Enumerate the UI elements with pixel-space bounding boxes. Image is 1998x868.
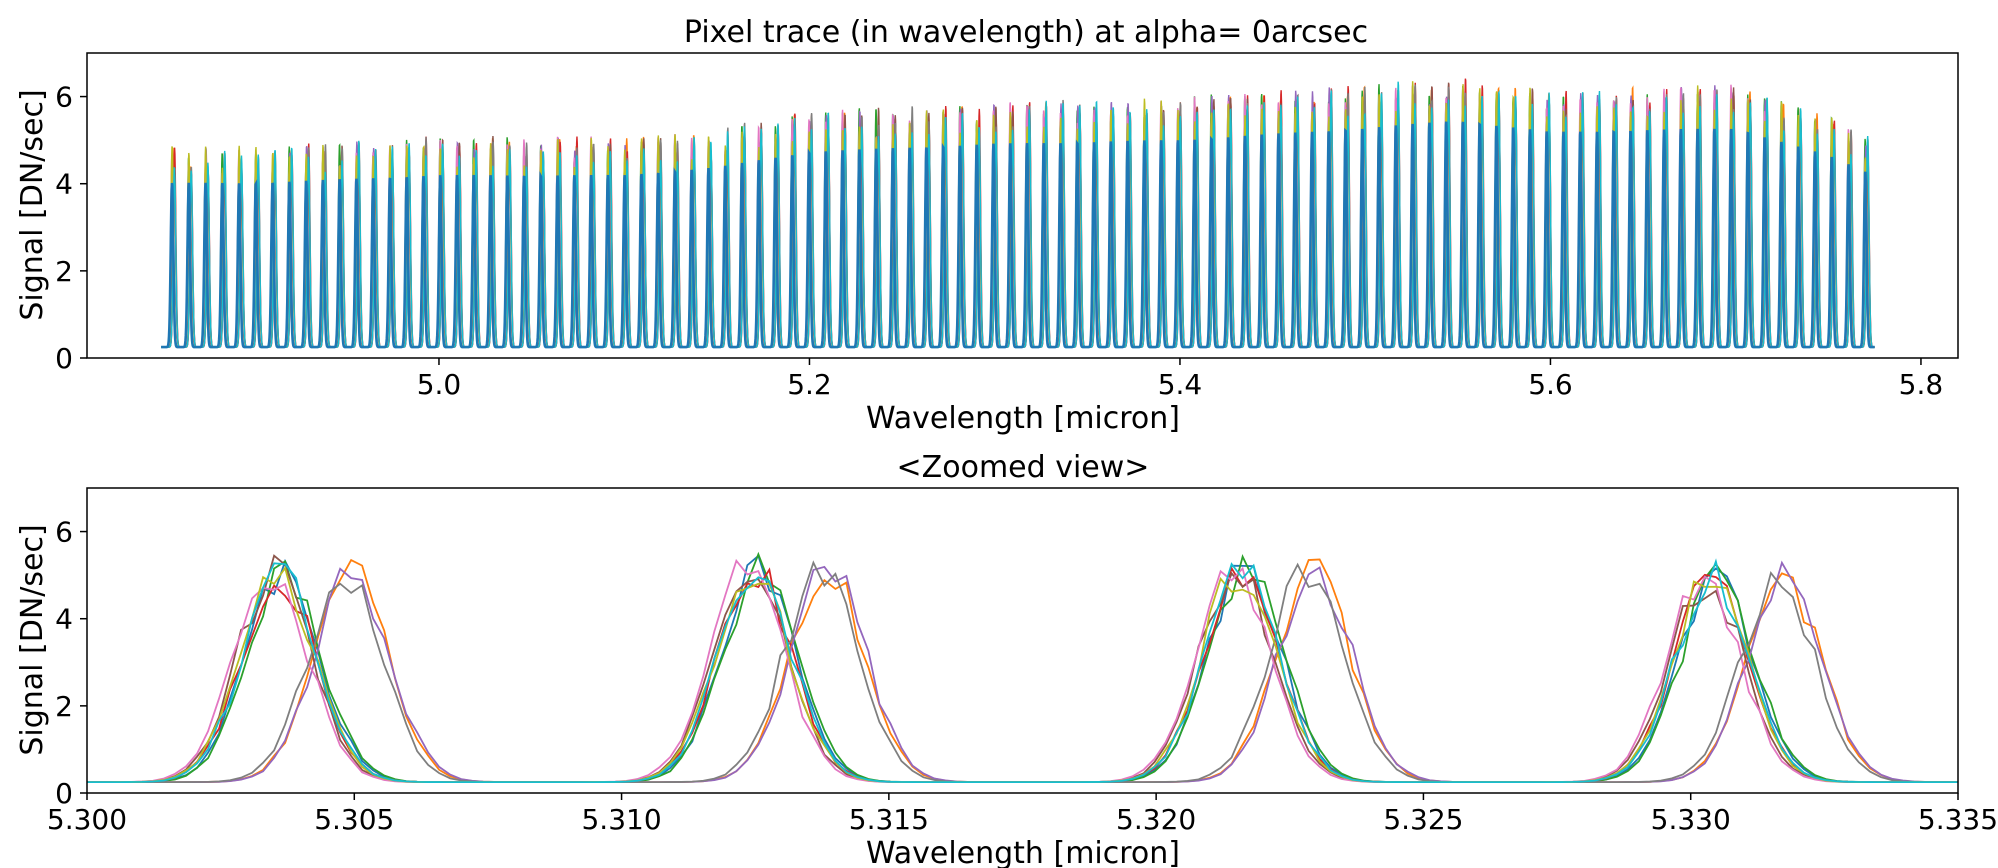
bottom-series-line-6 (87, 554, 1958, 784)
bottom-x-tick-label: 5.300 (47, 803, 127, 836)
bottom-x-tick-label: 5.325 (1383, 803, 1463, 836)
bottom-series-line-3 (87, 551, 1958, 784)
bottom-panel-title: <Zoomed view> (897, 450, 1150, 485)
top-x-tick-label: 5.2 (787, 368, 832, 401)
bottom-series-line-1 (87, 554, 1958, 784)
bottom-x-tick-label: 5.320 (1116, 803, 1196, 836)
top-plot-area (161, 78, 1875, 349)
bottom-y-tick-label: 6 (55, 516, 73, 549)
top-x-tick-label: 5.8 (1899, 368, 1944, 401)
top-y-tick-label: 2 (55, 255, 73, 288)
bottom-x-ticks: 5.300 5.305 5.310 5.315 5.320 5.325 5.330 5.335 (47, 793, 1998, 836)
bottom-axes-frame (86, 487, 1959, 794)
top-y-tick-label: 4 (55, 168, 73, 201)
top-panel-title: Pixel trace (in wavelength) at alpha= 0a… (684, 15, 1368, 50)
bottom-x-tick-label: 5.335 (1918, 803, 1998, 836)
top-y-ticks: 0 2 4 6 (55, 81, 87, 375)
top-y-axis-label: Signal [DN/sec] (15, 89, 50, 320)
bottom-panel: <Zoomed view> 5.300 5.305 5.310 5.315 5.320 5… (15, 450, 1998, 868)
bottom-y-tick-label: 0 (55, 777, 73, 810)
top-x-tick-label: 5.6 (1528, 368, 1573, 401)
top-y-tick-label: 0 (55, 342, 73, 375)
bottom-x-tick-label: 5.305 (314, 803, 394, 836)
bottom-plot-area (87, 551, 1958, 784)
bottom-x-axis-label: Wavelength [micron] (866, 836, 1180, 868)
bottom-x-tick-label: 5.315 (849, 803, 929, 836)
top-series-line-10 (161, 121, 1875, 349)
bottom-series-line-10 (87, 558, 1958, 784)
top-axes-frame (86, 52, 1959, 359)
bottom-y-axis-label: Signal [DN/sec] (15, 524, 50, 755)
bottom-x-tick-label: 5.310 (581, 803, 661, 836)
top-x-axis-label: Wavelength [micron] (866, 401, 1180, 436)
bottom-x-tick-label: 5.330 (1651, 803, 1731, 836)
top-panel: Pixel trace (in wavelength) at alpha= 0a… (15, 15, 1959, 436)
bottom-y-ticks: 0 2 4 6 (55, 516, 87, 810)
bottom-y-tick-label: 4 (55, 603, 73, 636)
top-y-tick-label: 6 (55, 81, 73, 114)
top-x-ticks: 5.0 5.2 5.4 5.6 5.8 (417, 358, 1944, 401)
top-x-tick-label: 5.4 (1158, 368, 1203, 401)
bottom-y-tick-label: 2 (55, 690, 73, 723)
top-x-tick-label: 5.0 (417, 368, 462, 401)
